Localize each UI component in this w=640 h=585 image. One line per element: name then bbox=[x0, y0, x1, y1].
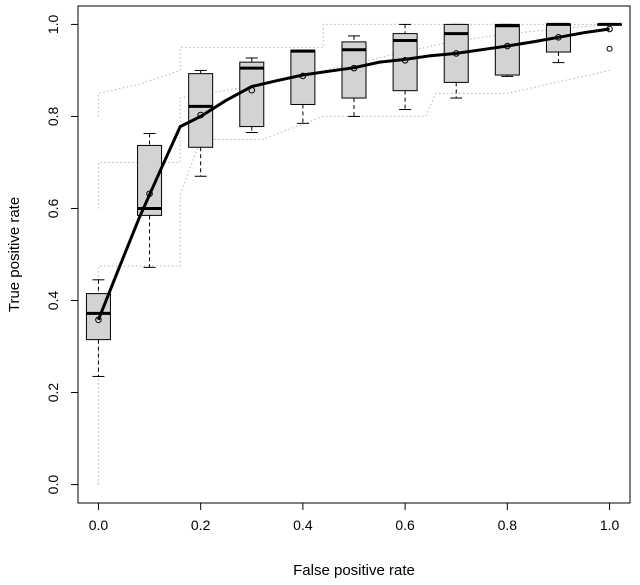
y-tick-label: 1.0 bbox=[45, 14, 61, 34]
boxplot-9 bbox=[545, 22, 571, 64]
x-tick-label: 1.0 bbox=[600, 517, 620, 533]
mean-point-2 bbox=[197, 111, 204, 119]
mean-point-7 bbox=[452, 50, 460, 57]
mean-point-6 bbox=[401, 57, 409, 64]
box-iqr bbox=[239, 61, 265, 128]
boxplot-2 bbox=[188, 69, 214, 177]
boxplot-1 bbox=[137, 132, 163, 268]
mean-point-3 bbox=[248, 86, 256, 94]
mean-point-5 bbox=[350, 64, 358, 72]
y-tick-label: 0.6 bbox=[45, 199, 61, 219]
dotted-step-curve-2 bbox=[97, 23, 610, 117]
box-iqr bbox=[137, 144, 163, 216]
boxplots bbox=[85, 22, 623, 377]
boxplot-8 bbox=[494, 23, 520, 77]
y-axis: 0.0 0.2 0.4 0.6 0.8 1.0 bbox=[45, 14, 79, 495]
y-tick-label: 0.2 bbox=[45, 383, 61, 403]
box-iqr bbox=[392, 33, 418, 92]
outlier-point-0 bbox=[606, 45, 613, 52]
y-tick-label: 0.8 bbox=[45, 107, 61, 127]
box-iqr bbox=[494, 23, 520, 76]
dotted-step-curve-0 bbox=[97, 69, 610, 485]
x-axis: 0.0 0.2 0.4 0.6 0.8 1.0 bbox=[89, 502, 620, 533]
boxplot-6 bbox=[392, 23, 418, 111]
mean-curve-layer bbox=[95, 25, 613, 324]
y-tick-label: 0.4 bbox=[45, 291, 61, 311]
boxplot-10 bbox=[597, 22, 623, 52]
boxplot-4 bbox=[290, 49, 316, 124]
y-axis-label: True positive rate bbox=[6, 197, 23, 312]
x-axis-label: False positive rate bbox=[293, 562, 415, 579]
mean-point-9 bbox=[555, 33, 562, 41]
y-tick-label: 0.0 bbox=[45, 475, 61, 495]
x-tick-label: 0.8 bbox=[498, 517, 518, 533]
mean-roc-curve bbox=[97, 27, 610, 321]
boxplot-5 bbox=[341, 35, 367, 117]
boxplot-3 bbox=[239, 57, 265, 134]
mean-point-8 bbox=[504, 42, 511, 50]
x-tick-label: 0.6 bbox=[395, 517, 415, 533]
mean-point-4 bbox=[299, 72, 307, 80]
boxplot-7 bbox=[443, 23, 469, 99]
mean-point-0 bbox=[95, 316, 102, 324]
mean-point-1 bbox=[146, 190, 153, 198]
mean-point-10 bbox=[606, 25, 613, 33]
x-tick-label: 0.0 bbox=[89, 517, 109, 533]
boxplot-0 bbox=[85, 279, 111, 377]
x-tick-label: 0.4 bbox=[293, 517, 313, 533]
x-tick-label: 0.2 bbox=[191, 517, 211, 533]
